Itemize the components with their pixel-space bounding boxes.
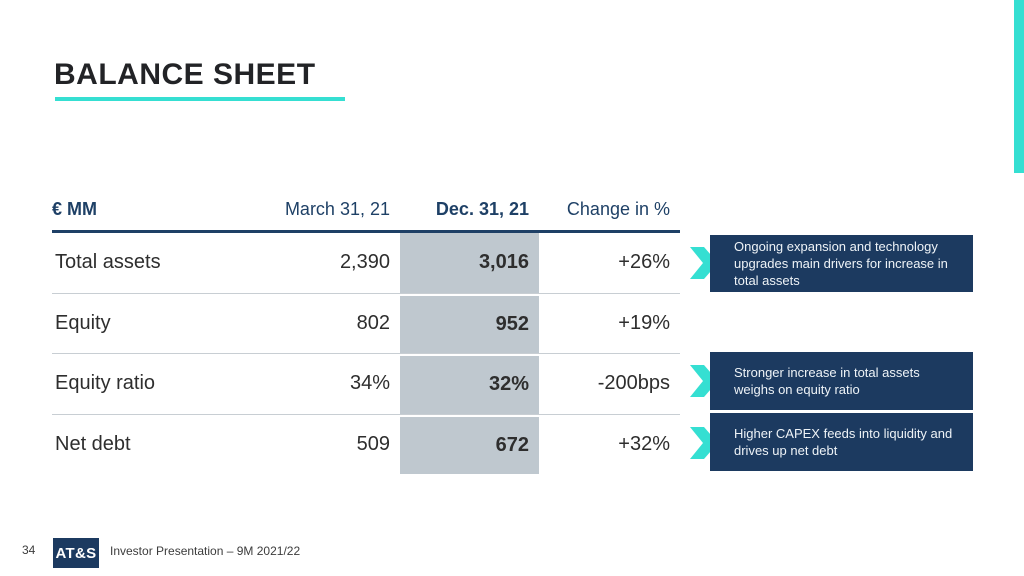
callout-net-debt: Higher CAPEX feeds into liquidity and dr… <box>710 413 973 471</box>
change-value: +32% <box>618 432 670 455</box>
dec-value-highlighted: 672 <box>400 414 539 474</box>
march-value: 509 <box>356 432 390 455</box>
page-title: BALANCE SHEET <box>54 58 316 91</box>
column-header-march: March 31, 21 <box>284 198 390 219</box>
balance-sheet-table: € MM March 31, 21 Dec. 31, 21 Change in … <box>52 188 680 474</box>
march-value: 34% <box>349 372 390 395</box>
row-label: Equity ratio <box>55 372 156 395</box>
callout-total-assets: Ongoing expansion and technology upgrade… <box>710 235 973 292</box>
footer-presentation-label: Investor Presentation – 9M 2021/22 <box>110 544 301 558</box>
march-value: 2,390 <box>339 251 390 274</box>
change-value: -200bps <box>597 372 670 395</box>
column-header-unit: € MM <box>52 198 97 219</box>
table-row: Equity 802 952 +19% <box>52 292 680 353</box>
callout-text: Stronger increase in total assets weighs… <box>734 364 920 397</box>
page-number: 34 <box>22 543 36 557</box>
dec-value-highlighted: 32% <box>400 354 539 414</box>
table-row: Equity ratio 34% 32% -200bps <box>52 353 680 414</box>
march-value: 802 <box>356 311 390 334</box>
top-right-accent-bar <box>1014 0 1024 173</box>
row-label: Total assets <box>55 251 161 274</box>
callout-equity-ratio: Stronger increase in total assets weighs… <box>710 352 973 410</box>
table-row: Total assets 2,390 3,016 +26% <box>52 233 680 293</box>
callout-text: Higher CAPEX feeds into liquidity and dr… <box>734 425 953 458</box>
column-header-change: Change in % <box>566 198 670 219</box>
table-row: Net debt 509 672 +32% <box>52 413 680 474</box>
callout-text: Ongoing expansion and technology upgrade… <box>734 238 948 289</box>
row-label: Net debt <box>55 432 131 455</box>
row-label: Equity <box>55 311 111 334</box>
dec-value-highlighted: 3,016 <box>400 233 539 293</box>
column-header-dec: Dec. 31, 21 <box>435 198 529 219</box>
dec-value-highlighted: 952 <box>400 293 539 353</box>
table-header-row: € MM March 31, 21 Dec. 31, 21 Change in … <box>52 188 680 233</box>
change-value: +19% <box>618 311 670 334</box>
title-underline <box>55 97 345 101</box>
ats-logo: AT&S <box>53 538 99 568</box>
change-value: +26% <box>618 251 670 274</box>
